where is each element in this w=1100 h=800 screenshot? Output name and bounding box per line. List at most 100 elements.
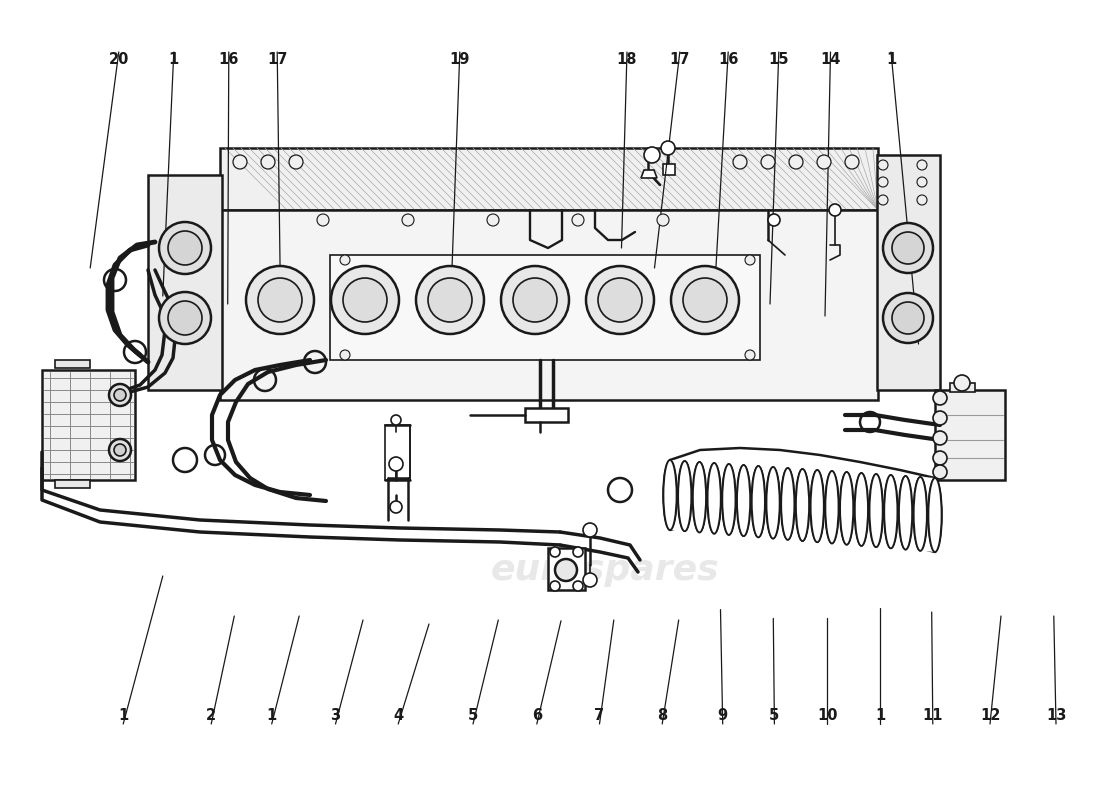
Ellipse shape	[781, 468, 795, 540]
Circle shape	[661, 141, 675, 155]
Ellipse shape	[331, 266, 399, 334]
Ellipse shape	[679, 461, 691, 531]
Circle shape	[917, 195, 927, 205]
Text: 10: 10	[817, 709, 837, 723]
Text: eurospares: eurospares	[491, 553, 719, 587]
Text: 11: 11	[923, 709, 943, 723]
Circle shape	[933, 391, 947, 405]
Circle shape	[317, 214, 329, 226]
Circle shape	[573, 581, 583, 591]
Circle shape	[550, 547, 560, 557]
Text: 1: 1	[266, 709, 277, 723]
Ellipse shape	[811, 470, 824, 542]
Circle shape	[487, 214, 499, 226]
Text: 12: 12	[980, 709, 1000, 723]
Circle shape	[933, 411, 947, 425]
Text: 5: 5	[769, 709, 780, 723]
Ellipse shape	[795, 469, 810, 541]
Circle shape	[550, 581, 560, 591]
Circle shape	[340, 255, 350, 265]
Circle shape	[644, 147, 660, 163]
Text: 16: 16	[219, 53, 239, 67]
Text: 13: 13	[1046, 709, 1066, 723]
Ellipse shape	[114, 444, 126, 456]
Ellipse shape	[913, 477, 927, 550]
Circle shape	[390, 460, 402, 470]
Ellipse shape	[109, 384, 131, 406]
Text: 9: 9	[717, 709, 728, 723]
Polygon shape	[385, 425, 410, 480]
Ellipse shape	[928, 478, 942, 552]
Ellipse shape	[839, 472, 854, 545]
Ellipse shape	[707, 463, 721, 534]
Polygon shape	[330, 255, 760, 360]
Ellipse shape	[899, 476, 913, 550]
Polygon shape	[220, 148, 878, 210]
Ellipse shape	[928, 478, 942, 552]
Ellipse shape	[892, 302, 924, 334]
Ellipse shape	[693, 462, 706, 533]
Circle shape	[583, 523, 597, 537]
Ellipse shape	[428, 278, 472, 322]
Ellipse shape	[855, 473, 868, 546]
Text: 4: 4	[393, 709, 404, 723]
Ellipse shape	[246, 266, 314, 334]
Ellipse shape	[883, 475, 898, 548]
Ellipse shape	[671, 266, 739, 334]
Text: eurospares: eurospares	[231, 293, 460, 327]
Ellipse shape	[586, 266, 654, 334]
Ellipse shape	[737, 465, 750, 536]
Ellipse shape	[663, 460, 676, 530]
Ellipse shape	[781, 468, 794, 540]
Polygon shape	[148, 175, 222, 390]
Text: 3: 3	[330, 709, 341, 723]
Polygon shape	[55, 480, 90, 488]
Ellipse shape	[869, 474, 883, 547]
Polygon shape	[670, 460, 935, 552]
Text: 1: 1	[118, 709, 129, 723]
Ellipse shape	[258, 278, 303, 322]
Polygon shape	[548, 548, 585, 590]
Polygon shape	[220, 210, 878, 400]
Circle shape	[390, 501, 402, 513]
Text: 2: 2	[206, 709, 217, 723]
Circle shape	[289, 155, 302, 169]
Ellipse shape	[892, 232, 924, 264]
Text: 7: 7	[594, 709, 605, 723]
Circle shape	[657, 214, 669, 226]
Circle shape	[829, 204, 842, 216]
Ellipse shape	[883, 223, 933, 273]
Ellipse shape	[160, 222, 211, 274]
Ellipse shape	[751, 466, 764, 538]
Circle shape	[933, 431, 947, 445]
Circle shape	[878, 177, 888, 187]
Circle shape	[233, 155, 248, 169]
Circle shape	[789, 155, 803, 169]
Ellipse shape	[114, 389, 126, 401]
Circle shape	[573, 547, 583, 557]
Circle shape	[402, 214, 414, 226]
Ellipse shape	[884, 475, 898, 548]
Ellipse shape	[416, 266, 484, 334]
Text: 1: 1	[886, 53, 896, 67]
Ellipse shape	[500, 266, 569, 334]
Circle shape	[933, 465, 947, 479]
Ellipse shape	[678, 461, 692, 531]
Ellipse shape	[899, 476, 912, 550]
Ellipse shape	[767, 467, 780, 538]
Polygon shape	[935, 390, 1005, 480]
Text: 6: 6	[531, 709, 542, 723]
Polygon shape	[42, 370, 135, 480]
Polygon shape	[950, 383, 975, 392]
Ellipse shape	[766, 467, 780, 538]
Circle shape	[817, 155, 830, 169]
Polygon shape	[55, 360, 90, 368]
Ellipse shape	[513, 278, 557, 322]
Ellipse shape	[723, 464, 736, 535]
Ellipse shape	[870, 474, 882, 547]
Ellipse shape	[109, 439, 131, 461]
Text: 8: 8	[657, 709, 668, 723]
Circle shape	[745, 350, 755, 360]
Ellipse shape	[722, 464, 736, 535]
Circle shape	[768, 214, 780, 226]
